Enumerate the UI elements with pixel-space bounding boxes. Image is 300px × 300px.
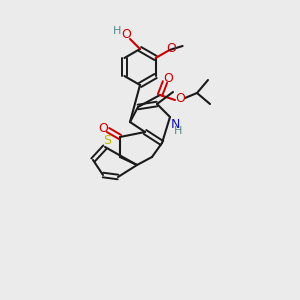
Text: O: O: [163, 71, 173, 85]
Text: O: O: [98, 122, 108, 136]
Text: S: S: [103, 134, 111, 146]
Text: H: H: [113, 26, 121, 36]
Text: N: N: [170, 118, 180, 130]
Text: O: O: [175, 92, 185, 104]
Text: H: H: [174, 126, 182, 136]
Text: O: O: [167, 43, 176, 56]
Text: O: O: [121, 28, 131, 40]
